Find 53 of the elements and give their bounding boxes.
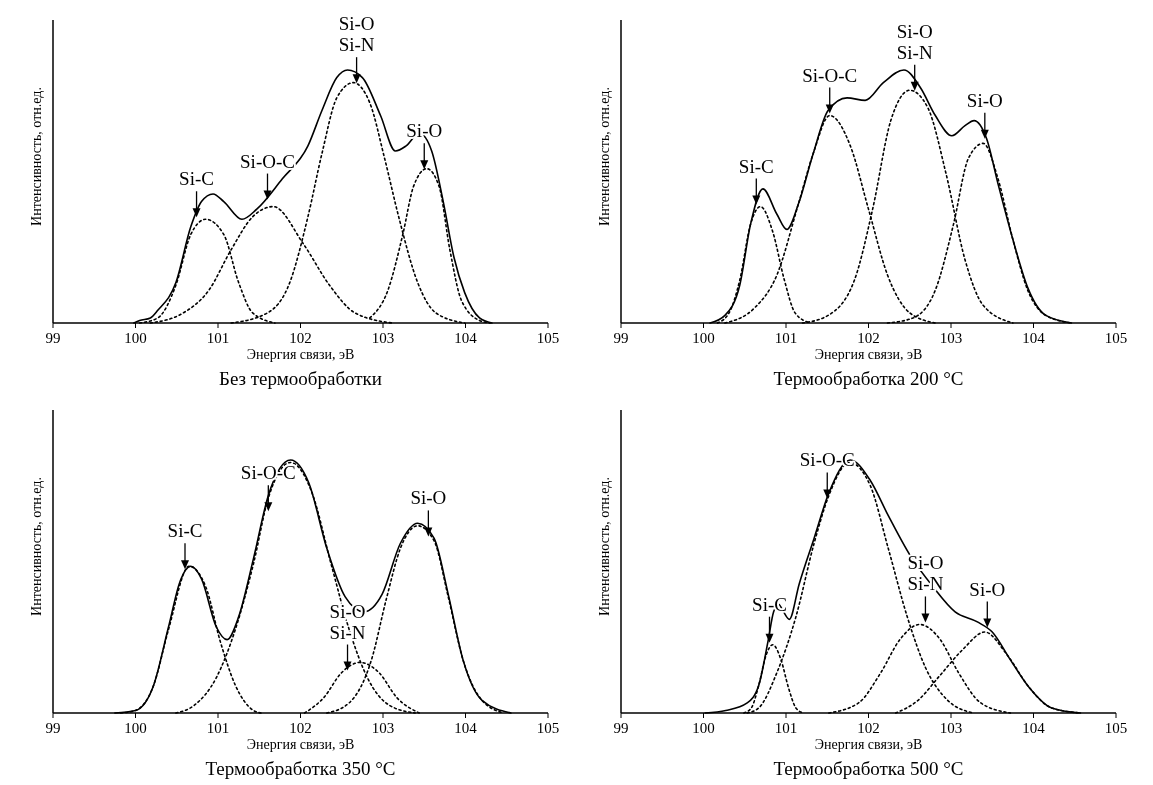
annotation: Si-O	[406, 120, 443, 142]
annotation: Si-O	[410, 487, 447, 509]
x-tick-label: 99	[613, 330, 629, 346]
x-tick-label: 103	[939, 720, 963, 736]
x-tick-label: 101	[774, 720, 798, 736]
text: Термообработка 350 °C	[205, 758, 396, 779]
x-tick-label: 100	[692, 330, 715, 346]
x-tick-label: 102	[857, 330, 880, 346]
x-tick-label: 102	[289, 330, 312, 346]
x-tick-label: 100	[124, 330, 147, 346]
x-axis-title: Энергия связи, эВ	[246, 347, 355, 362]
x-tick-label: 104	[454, 720, 478, 736]
annotation: Si-O Si-N	[338, 13, 375, 56]
x-tick-label: 105	[536, 330, 560, 346]
x-tick-label: 101	[206, 330, 230, 346]
annotation: Si-C	[738, 155, 774, 177]
x-tick-label: 104	[1022, 330, 1046, 346]
annotation: Si-O	[969, 578, 1006, 600]
x-tick-label: 104	[454, 330, 478, 346]
x-tick-label: 99	[45, 720, 61, 736]
annotation: Si-C	[179, 168, 214, 190]
annotation: Si-O-C	[240, 150, 295, 172]
x-tick-label: 103	[939, 330, 963, 346]
x-tick-label: 102	[857, 720, 880, 736]
x-tick-label: 99	[613, 720, 629, 736]
text: Без термообработки	[218, 368, 383, 389]
x-axis-title: Энергия связи, эВ	[814, 737, 923, 752]
x-tick-label: 100	[692, 720, 715, 736]
x-axis-title: Энергия связи, эВ	[814, 347, 923, 362]
x-tick-label: 101	[206, 720, 230, 736]
x-tick-label: 103	[371, 720, 395, 736]
x-tick-label: 104	[1022, 720, 1046, 736]
x-axis-title: Энергия связи, эВ	[246, 737, 355, 752]
text: Термообработка 500 °C	[773, 758, 964, 779]
y-axis-title: Интенсивность, отн.ед.	[29, 477, 44, 616]
annotation: Si-O Si-N	[896, 20, 933, 63]
x-tick-label: 103	[371, 330, 395, 346]
y-axis-title: Интенсивность, отн.ед.	[597, 87, 612, 226]
annotation: Si-O-C	[799, 449, 855, 471]
annotation: Si-O	[966, 89, 1003, 111]
x-tick-label: 100	[124, 720, 147, 736]
annotation: Si-O-C	[802, 64, 858, 86]
x-tick-label: 105	[536, 720, 560, 736]
text: Термообработка 200 °C	[773, 368, 964, 389]
annotation: Si-C	[167, 520, 203, 542]
y-axis-title: Интенсивность, отн.ед.	[29, 87, 44, 226]
x-tick-label: 105	[1104, 720, 1128, 736]
x-tick-label: 99	[45, 330, 61, 346]
x-tick-label: 102	[289, 720, 312, 736]
x-tick-label: 105	[1104, 330, 1128, 346]
x-tick-label: 101	[774, 330, 798, 346]
y-axis-title: Интенсивность, отн.ед.	[597, 477, 612, 616]
annotation: Si-C	[752, 593, 787, 615]
